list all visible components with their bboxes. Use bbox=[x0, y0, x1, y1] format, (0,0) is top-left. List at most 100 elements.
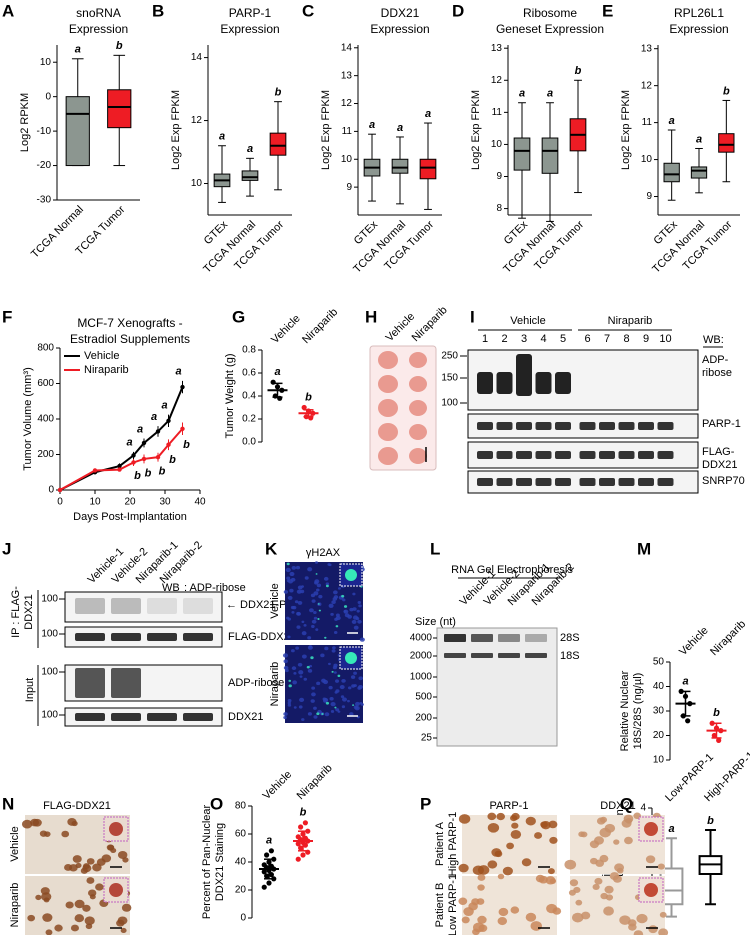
nucleus bbox=[87, 889, 97, 897]
blot bbox=[467, 349, 699, 411]
data-point bbox=[268, 872, 274, 878]
nucleus bbox=[291, 666, 297, 671]
nucleus bbox=[54, 924, 63, 932]
significance-letter: b bbox=[305, 391, 312, 403]
size-label: Size (nt) bbox=[415, 616, 456, 628]
nucleus bbox=[291, 566, 297, 570]
nucleus bbox=[86, 858, 95, 865]
nucleus bbox=[69, 864, 78, 872]
size-tick-label: 1000 bbox=[410, 672, 433, 683]
significance-letter: b bbox=[275, 87, 282, 99]
nucleus bbox=[549, 836, 558, 844]
panel-label: Q bbox=[620, 794, 633, 813]
nucleus bbox=[463, 907, 474, 916]
nucleus bbox=[564, 859, 577, 870]
legend-label: Niraparib bbox=[84, 364, 129, 376]
significance-letter: b bbox=[575, 65, 582, 77]
nucleus bbox=[287, 701, 291, 705]
nucleus bbox=[72, 855, 82, 863]
nucleus bbox=[318, 594, 323, 599]
nucleus bbox=[347, 686, 352, 690]
data-point bbox=[302, 835, 308, 841]
y-tick-label: 30 bbox=[653, 706, 665, 717]
band bbox=[75, 633, 105, 641]
chart-title: Expression bbox=[370, 22, 429, 36]
data-point bbox=[300, 852, 306, 858]
nucleus bbox=[298, 670, 304, 675]
data-point bbox=[685, 718, 691, 724]
data-point bbox=[716, 737, 722, 744]
nucleus bbox=[590, 857, 598, 865]
nucleus bbox=[600, 892, 608, 900]
nucleus bbox=[289, 588, 294, 593]
band bbox=[535, 478, 552, 486]
panel-label: K bbox=[265, 539, 278, 558]
tumor bbox=[378, 447, 398, 465]
legend-label: Vehicle bbox=[84, 350, 119, 362]
nucleus bbox=[357, 619, 362, 624]
y-tick-label: 20 bbox=[653, 730, 665, 741]
x-tick-label: 0 bbox=[57, 497, 63, 508]
nucleus bbox=[545, 876, 556, 885]
nucleus bbox=[328, 685, 333, 690]
y-tick-label: 50 bbox=[653, 657, 665, 668]
image-title: RNA Gel Electrophoresis bbox=[451, 564, 573, 576]
tumor bbox=[378, 423, 398, 441]
marker-label: 100 bbox=[41, 594, 58, 605]
y-tick-label: 9 bbox=[496, 171, 502, 182]
size-tick-label: 2000 bbox=[410, 651, 433, 662]
data-point bbox=[131, 460, 136, 465]
significance-letter: b bbox=[145, 467, 152, 479]
inset-nucleus bbox=[109, 883, 123, 897]
nucleus bbox=[534, 832, 543, 839]
category-label: Niraparib bbox=[295, 762, 335, 802]
y-tick-label: 0 bbox=[48, 485, 54, 496]
band bbox=[525, 634, 547, 642]
nucleus bbox=[286, 576, 291, 580]
band bbox=[147, 633, 177, 641]
nucleus bbox=[360, 703, 364, 706]
nucleus bbox=[317, 603, 320, 605]
nucleus bbox=[603, 906, 614, 916]
nucleus bbox=[301, 654, 307, 659]
band bbox=[496, 372, 513, 394]
significance-letter: a bbox=[369, 119, 375, 131]
band bbox=[638, 451, 654, 459]
nucleus bbox=[40, 887, 50, 895]
nucleus bbox=[287, 635, 291, 639]
y-tick-label: 13 bbox=[641, 43, 653, 54]
nucleus bbox=[478, 924, 488, 932]
nucleus bbox=[298, 705, 303, 709]
nucleus bbox=[506, 842, 514, 850]
lane-label: 10 bbox=[659, 333, 671, 345]
y-tick-label: -10 bbox=[37, 126, 52, 137]
nucleus bbox=[657, 863, 665, 870]
nucleus bbox=[357, 686, 362, 690]
size-tick-label: 25 bbox=[421, 733, 433, 744]
nucleus bbox=[307, 567, 313, 572]
nucleus bbox=[331, 600, 336, 604]
y-axis-label: Relative Nuclear bbox=[619, 670, 631, 751]
band bbox=[477, 372, 493, 394]
chart-title: Geneset Expression bbox=[496, 22, 604, 36]
band bbox=[535, 372, 552, 394]
nucleus bbox=[309, 608, 314, 613]
nucleus bbox=[604, 823, 616, 833]
data-point bbox=[264, 873, 270, 879]
band bbox=[535, 451, 552, 459]
nucleus bbox=[325, 701, 330, 705]
band bbox=[183, 713, 213, 721]
band bbox=[555, 451, 571, 459]
nucleus bbox=[70, 924, 79, 932]
blot-label: ADP- bbox=[702, 354, 729, 366]
panel-label: L bbox=[430, 539, 440, 558]
nucleus bbox=[287, 617, 292, 621]
nucleus bbox=[645, 855, 656, 864]
y-tick-label: 9 bbox=[646, 191, 652, 202]
panel-label: A bbox=[2, 1, 14, 20]
y-axis-label: 18S/28S (ng/µl) bbox=[632, 673, 644, 750]
data-point bbox=[295, 834, 301, 840]
x-tick-label: 10 bbox=[89, 497, 101, 508]
y-tick-label: 11 bbox=[642, 117, 653, 128]
nucleus bbox=[287, 703, 292, 707]
